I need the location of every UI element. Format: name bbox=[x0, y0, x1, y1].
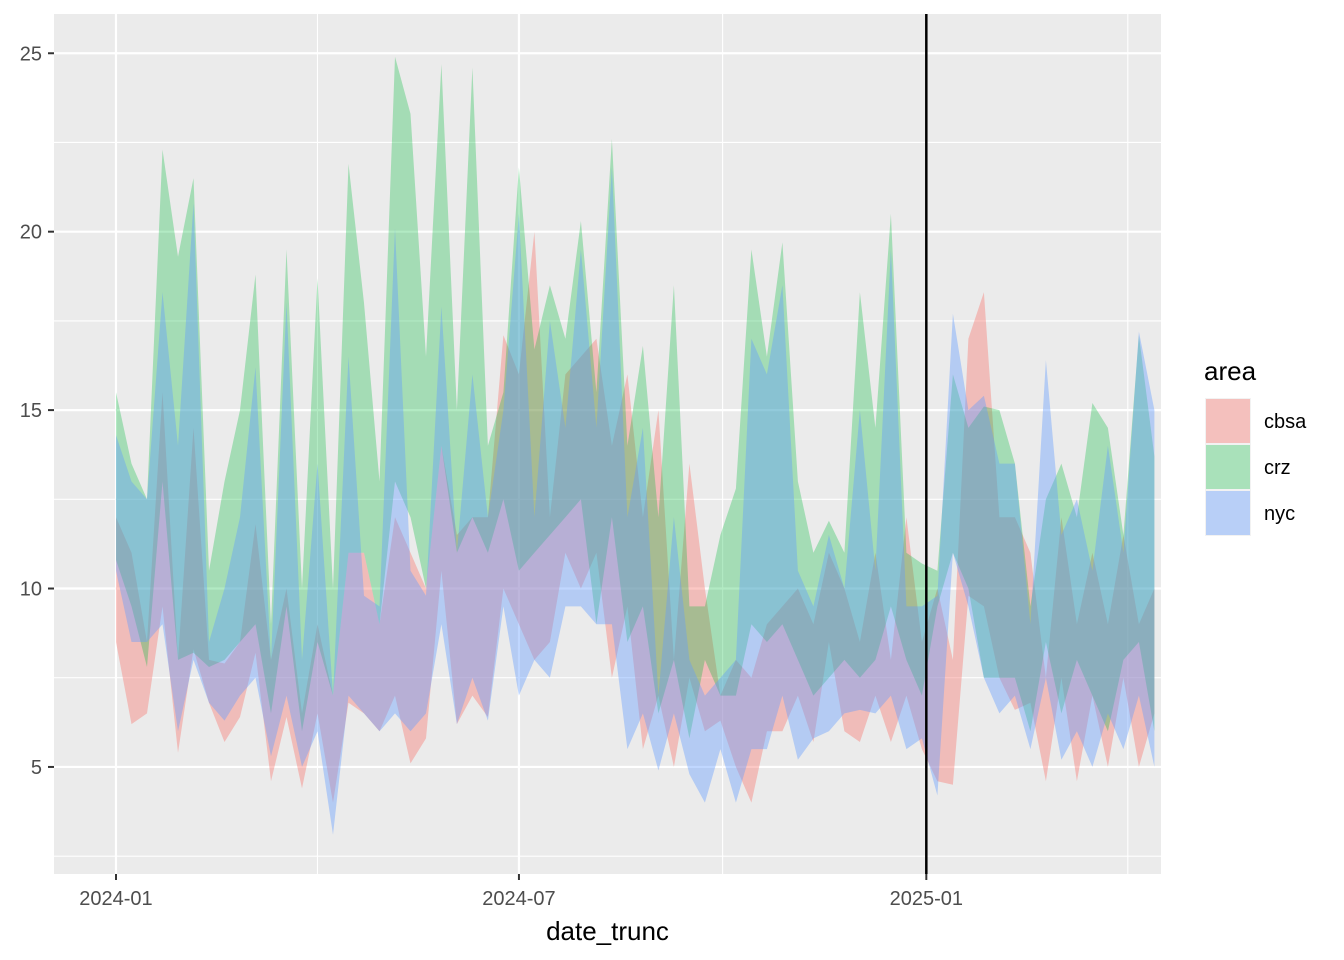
y-tick-label: 5 bbox=[31, 757, 42, 779]
legend-key-bg bbox=[1205, 398, 1251, 444]
x-tick-label: 2024-07 bbox=[482, 888, 555, 910]
x-axis-title: date_trunc bbox=[546, 916, 669, 946]
y-axis: 5 10 15 20 25 bbox=[20, 43, 54, 779]
ribbon-crz bbox=[116, 56, 1155, 739]
legend: area cbsa crz nyc bbox=[1204, 356, 1307, 536]
legend-swatch-nyc bbox=[1206, 491, 1250, 535]
y-tick-label: 20 bbox=[20, 222, 42, 244]
ribbon-cbsa bbox=[116, 231, 1155, 803]
legend-key-bg bbox=[1205, 490, 1251, 536]
legend-label-nyc: nyc bbox=[1264, 503, 1295, 525]
legend-label-cbsa: cbsa bbox=[1264, 411, 1307, 433]
y-tick-label: 10 bbox=[20, 579, 42, 601]
y-tick-label: 15 bbox=[20, 400, 42, 422]
legend-swatch-crz bbox=[1206, 445, 1250, 489]
legend-key-bg bbox=[1205, 444, 1251, 490]
x-tick-label: 2025-01 bbox=[890, 888, 963, 910]
legend-label-crz: crz bbox=[1264, 457, 1291, 479]
x-tick-label: 2024-01 bbox=[79, 888, 152, 910]
x-axis: 2024-01 2024-07 2025-01 bbox=[79, 874, 963, 910]
legend-swatch-cbsa bbox=[1206, 399, 1250, 443]
legend-title: area bbox=[1204, 356, 1257, 386]
y-tick-label: 25 bbox=[20, 43, 42, 65]
minor-grid bbox=[54, 14, 1161, 874]
plot-panel bbox=[54, 14, 1161, 874]
legend-items: cbsa crz nyc bbox=[1205, 398, 1307, 536]
ribbon-nyc bbox=[116, 167, 1155, 835]
ribbons bbox=[116, 56, 1155, 835]
